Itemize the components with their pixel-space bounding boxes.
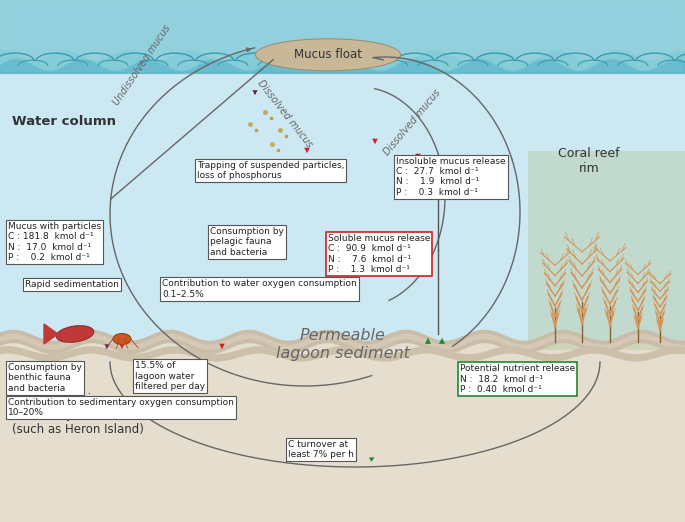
Text: Coral reef
rim: Coral reef rim [558,147,620,175]
Text: Insoluble mucus release
C :  27.7  kmol d⁻¹
N :    1.9  kmol d⁻¹
P :    0.3  kmo: Insoluble mucus release C : 27.7 kmol d⁻… [396,157,506,197]
Ellipse shape [113,334,131,345]
Text: Contribution to sedimentary oxygen consumption
10–20%: Contribution to sedimentary oxygen consu… [8,398,234,417]
Ellipse shape [256,39,401,71]
Text: Contribution to water oxygen consumption
0.1–2.5%: Contribution to water oxygen consumption… [162,279,357,299]
Text: Potential nutrient release
N :  18.2  kmol d⁻¹
P :  0.40  kmol d⁻¹: Potential nutrient release N : 18.2 kmol… [460,364,575,394]
Polygon shape [44,324,58,344]
Text: 15.5% of
lagoon water
filtered per day: 15.5% of lagoon water filtered per day [135,361,205,391]
Ellipse shape [56,326,94,342]
Text: Rapid sedimentation: Rapid sedimentation [25,280,119,289]
FancyBboxPatch shape [528,151,685,350]
Text: Undissolved mucus: Undissolved mucus [112,23,173,108]
Text: Soluble mucus release
C :  90.9  kmol d⁻¹
N :    7.6  kmol d⁻¹
P :    1.3  kmol : Soluble mucus release C : 90.9 kmol d⁻¹ … [328,234,430,274]
Text: Permeable
lagoon sediment: Permeable lagoon sediment [275,328,410,361]
Text: C turnover at
least 7% per h: C turnover at least 7% per h [288,440,354,459]
Text: Mucus float: Mucus float [294,49,362,61]
Text: Trapping of suspended particles,
loss of phosphorus: Trapping of suspended particles, loss of… [197,161,345,180]
Text: Mucus with particles
C : 181.8  kmol d⁻¹
N :  17.0  kmol d⁻¹
P :    0.2  kmol d⁻: Mucus with particles C : 181.8 kmol d⁻¹ … [8,222,101,262]
Text: Consumption by
benthic fauna
and bacteria: Consumption by benthic fauna and bacteri… [8,363,82,393]
Text: Consumption by
pelagic fauna
and bacteria: Consumption by pelagic fauna and bacteri… [210,227,284,257]
Text: Water column: Water column [12,115,116,128]
Text: Cycles of
coral mucus in
reef ecosystems
(such as Heron Island): Cycles of coral mucus in reef ecosystems… [12,378,144,436]
Text: Dissolved mucus: Dissolved mucus [382,88,443,158]
Text: Dissolved mucus: Dissolved mucus [256,78,314,150]
